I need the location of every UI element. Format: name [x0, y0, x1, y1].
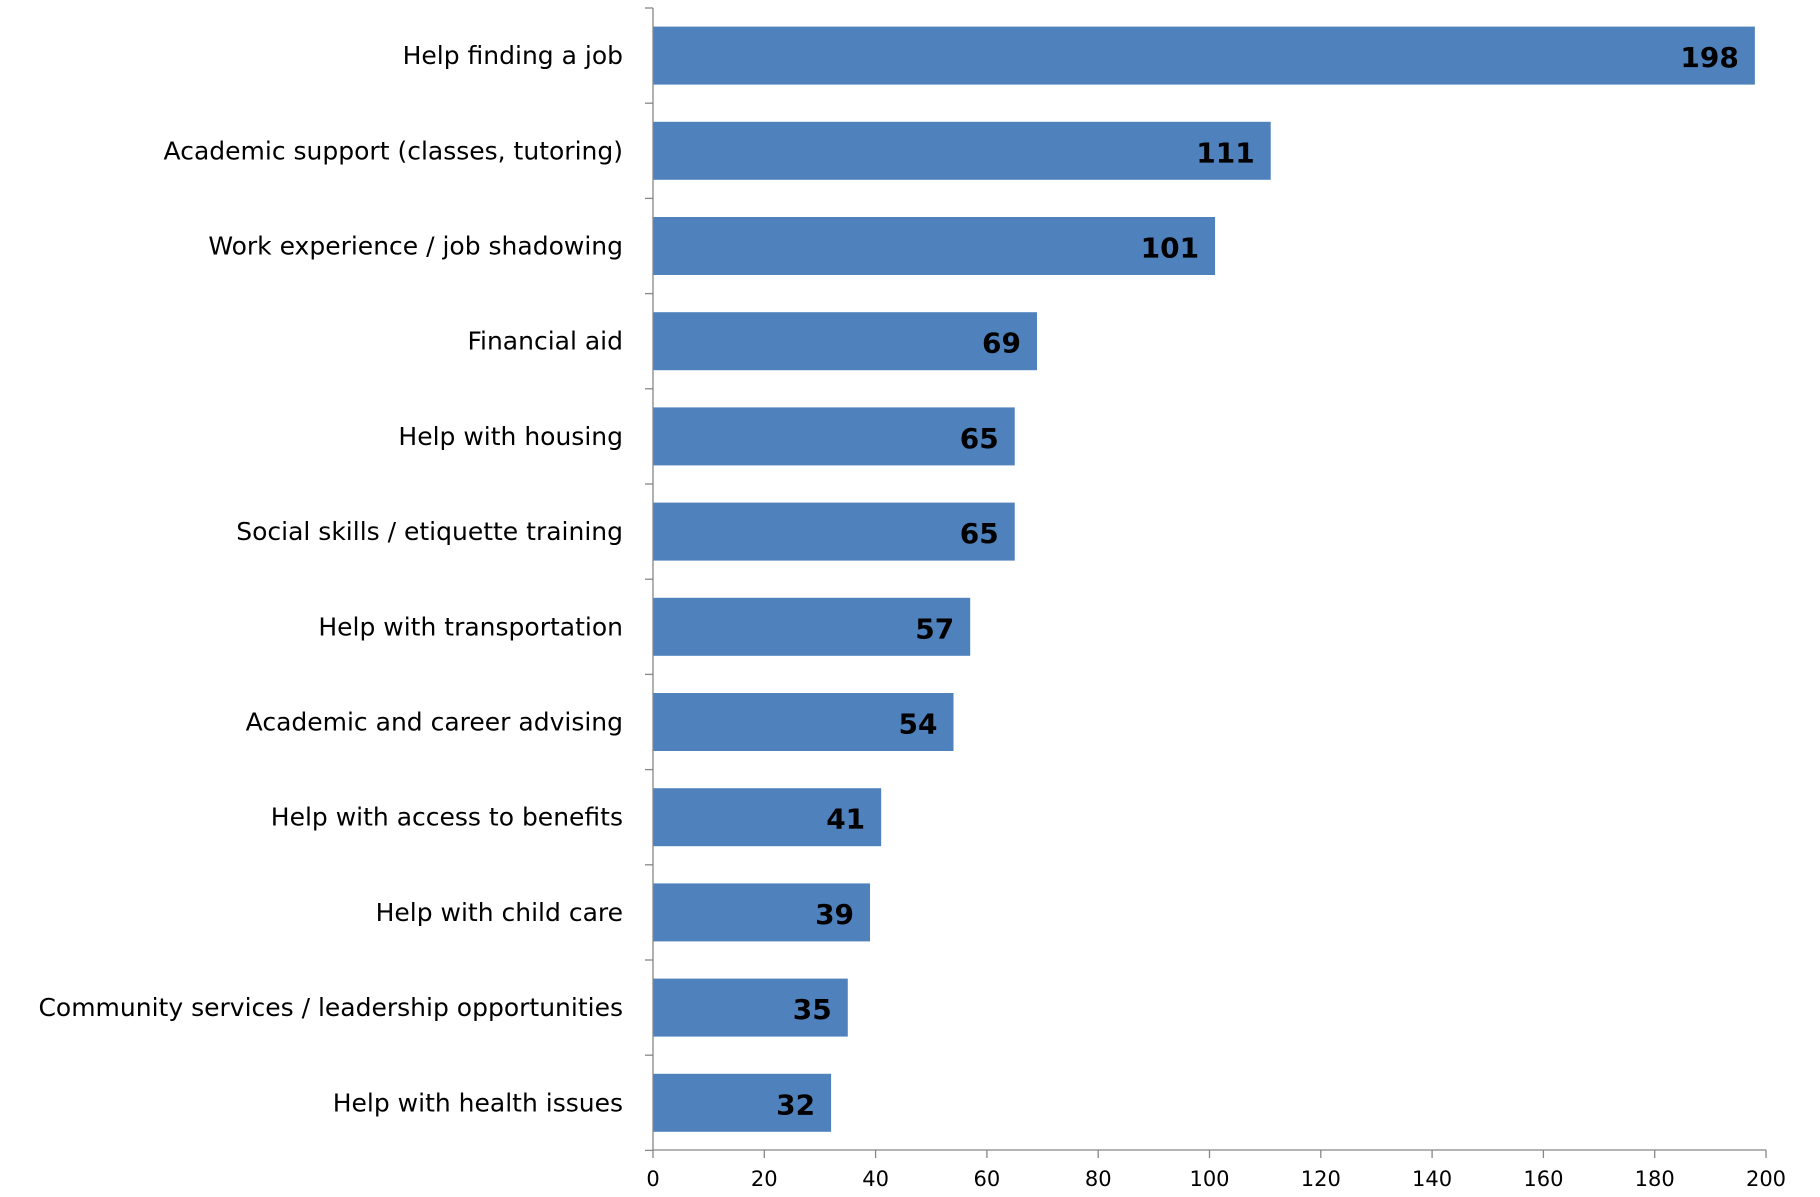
bar: [653, 788, 882, 847]
data-label: 65: [960, 422, 999, 455]
bar: [653, 26, 1755, 85]
x-tick-label: 140: [1412, 1167, 1452, 1191]
bar: [653, 121, 1271, 180]
category-label: Academic and career advising: [246, 708, 623, 737]
bar: [653, 693, 954, 751]
data-label: 35: [793, 993, 832, 1026]
x-tick-label: 0: [646, 1167, 659, 1191]
x-tick-label: 40: [862, 1167, 889, 1191]
bar: [653, 407, 1015, 466]
x-tick-label: 60: [974, 1167, 1001, 1191]
bar: [653, 217, 1216, 275]
category-label: Help with health issues: [333, 1088, 623, 1117]
bar: [653, 978, 848, 1037]
bar: [653, 312, 1037, 371]
x-tick-label: 100: [1189, 1167, 1229, 1191]
category-label: Help with access to benefits: [271, 803, 623, 832]
category-label: Help with transportation: [318, 612, 623, 641]
data-label: 101: [1141, 232, 1199, 265]
x-tick-label: 200: [1746, 1167, 1786, 1191]
ticks-group: 0 20 40 60 80 100 120 140 160 180 200: [645, 7, 1786, 1191]
category-label: Community services / leadership opportun…: [38, 993, 623, 1022]
data-label: 111: [1196, 136, 1254, 169]
category-label: Help finding a job: [403, 41, 623, 70]
data-label: 198: [1680, 41, 1738, 74]
labels-group: Help finding a job 198 Academic support (c…: [38, 41, 1738, 1121]
data-label: 41: [826, 803, 865, 836]
x-tick-label: 160: [1523, 1167, 1563, 1191]
x-tick-label: 20: [751, 1167, 778, 1191]
x-tick-label: 80: [1085, 1167, 1112, 1191]
category-label: Academic support (classes, tutoring): [164, 136, 623, 165]
data-label: 54: [899, 708, 938, 741]
x-tick-label: 180: [1635, 1167, 1675, 1191]
bar: [653, 1073, 832, 1132]
bars-group: [653, 26, 1755, 1132]
category-label: Help with housing: [398, 422, 623, 451]
bar: [653, 883, 871, 942]
bar: [653, 597, 971, 656]
data-label: 65: [960, 517, 999, 550]
data-label: 32: [776, 1088, 815, 1121]
x-tick-label: 120: [1301, 1167, 1341, 1191]
category-label: Financial aid: [467, 327, 623, 356]
category-label: Help with child care: [376, 898, 623, 927]
bar: [653, 502, 1015, 561]
category-label: Social skills / etiquette training: [236, 517, 623, 546]
data-label: 69: [982, 327, 1021, 360]
category-label: Work experience / job shadowing: [208, 232, 623, 261]
data-label: 57: [915, 612, 954, 645]
data-label: 39: [815, 898, 854, 931]
